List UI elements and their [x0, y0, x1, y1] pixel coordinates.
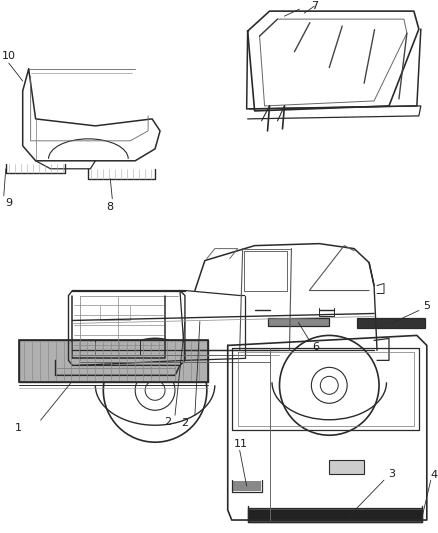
Text: 5: 5 [423, 302, 430, 311]
Text: 2: 2 [164, 417, 172, 427]
Bar [19, 341, 208, 382]
Bar [233, 481, 261, 491]
Bar [357, 318, 425, 328]
Text: 4: 4 [430, 470, 437, 480]
Bar [247, 510, 422, 520]
Bar [329, 460, 364, 474]
Text: 10: 10 [2, 51, 16, 61]
Text: 9: 9 [5, 198, 12, 208]
Text: 11: 11 [234, 439, 247, 449]
Text: 8: 8 [107, 201, 114, 212]
Bar [247, 508, 422, 522]
Text: 7: 7 [311, 1, 318, 11]
Text: 2: 2 [181, 418, 188, 428]
Text: 1: 1 [15, 423, 22, 433]
Text: 6: 6 [312, 342, 319, 352]
Text: 3: 3 [389, 469, 396, 479]
Bar [19, 341, 208, 382]
Bar [268, 318, 329, 326]
